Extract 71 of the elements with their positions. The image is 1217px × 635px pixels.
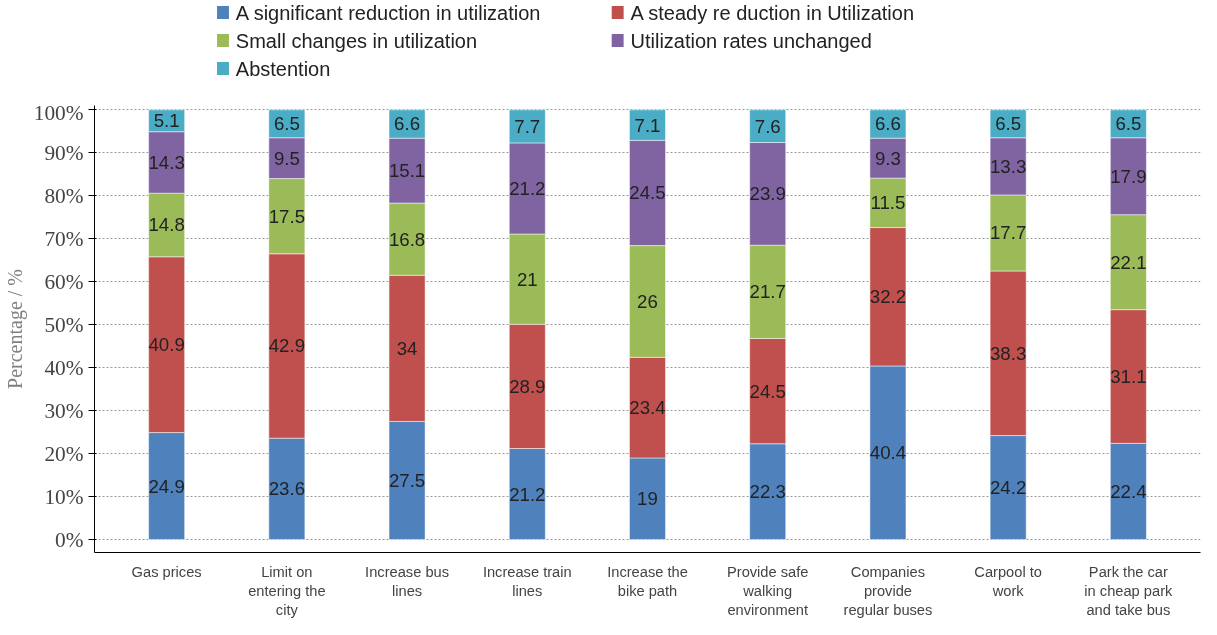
y-tick-label: 40% bbox=[44, 355, 84, 380]
data-label: 17.7 bbox=[990, 222, 1027, 244]
data-label: 24.2 bbox=[990, 477, 1027, 499]
y-tick-label: 30% bbox=[44, 398, 84, 423]
data-label: 34 bbox=[396, 337, 418, 359]
x-tick-label: Gas prices bbox=[131, 563, 202, 580]
data-label: 19 bbox=[637, 488, 658, 510]
data-label: 7.7 bbox=[514, 115, 541, 137]
data-label: 24.5 bbox=[749, 380, 786, 402]
data-label: 24.9 bbox=[148, 475, 185, 497]
data-label: 9.3 bbox=[874, 147, 901, 169]
data-label: 6.6 bbox=[874, 113, 901, 135]
data-label: 7.6 bbox=[754, 115, 781, 137]
y-tick-label: 50% bbox=[44, 312, 84, 337]
x-tick-label: Increase train lines bbox=[482, 563, 572, 599]
x-tick-label: Park the car in cheap park and take bus bbox=[1084, 563, 1174, 618]
legend-label: A significant reduction in utilization bbox=[235, 1, 541, 24]
data-label: 13.3 bbox=[990, 155, 1027, 177]
data-label: 21.2 bbox=[509, 483, 546, 505]
data-label: 21.2 bbox=[509, 177, 546, 199]
data-label: 9.5 bbox=[273, 147, 300, 169]
data-label: 6.5 bbox=[273, 113, 300, 135]
data-label: 23.6 bbox=[268, 478, 306, 500]
data-label: 22.1 bbox=[1110, 251, 1147, 273]
y-tick-label: 90% bbox=[44, 140, 84, 165]
data-label: 7.1 bbox=[634, 114, 661, 136]
data-label: 27.5 bbox=[388, 470, 426, 492]
data-label: 24.5 bbox=[629, 182, 666, 204]
y-tick-label: 70% bbox=[44, 226, 84, 251]
data-label: 28.9 bbox=[509, 375, 546, 397]
legend-label: Abstention bbox=[235, 57, 331, 80]
legend-label: Small changes in utilization bbox=[235, 29, 478, 52]
data-label: 14.8 bbox=[148, 214, 185, 236]
y-tick-label: 0% bbox=[55, 527, 84, 552]
data-label: 21 bbox=[516, 268, 538, 290]
data-label: 31.1 bbox=[1110, 365, 1147, 387]
y-axis-title: Percentage / % bbox=[3, 269, 27, 389]
data-label: 16.8 bbox=[388, 228, 426, 250]
data-label: 21.7 bbox=[749, 281, 786, 303]
y-tick-label: 10% bbox=[44, 484, 84, 509]
data-label: 6.5 bbox=[1115, 113, 1142, 135]
data-label: 22.4 bbox=[1110, 480, 1147, 502]
y-tick-label: 20% bbox=[44, 441, 84, 466]
data-label: 23.9 bbox=[749, 183, 786, 205]
data-label: 38.3 bbox=[990, 342, 1027, 364]
data-label: 17.5 bbox=[268, 205, 306, 227]
data-label: 23.4 bbox=[629, 397, 666, 419]
data-label: 22.3 bbox=[749, 481, 786, 503]
x-tick-label: Provide safe walking environment bbox=[726, 563, 809, 618]
data-label: 5.1 bbox=[153, 110, 180, 132]
y-tick-label: 60% bbox=[44, 269, 84, 294]
data-label: 11.5 bbox=[870, 192, 906, 214]
data-label: 42.9 bbox=[268, 335, 306, 357]
data-label: 6.5 bbox=[995, 113, 1022, 135]
legend-label: A steady re duction in Utilization bbox=[630, 1, 915, 24]
data-label: 26 bbox=[637, 290, 658, 312]
data-label: 17.9 bbox=[1110, 165, 1147, 187]
data-label: 14.3 bbox=[148, 151, 185, 173]
x-tick-label: Increase the bike path bbox=[607, 563, 688, 599]
x-tick-label: Carpool to work bbox=[974, 563, 1042, 599]
data-label: 6.6 bbox=[394, 113, 421, 135]
data-label: 32.2 bbox=[869, 286, 907, 308]
x-tick-label: Increase bus lines bbox=[365, 563, 450, 599]
data-label: 40.9 bbox=[148, 334, 185, 356]
data-label: 40.4 bbox=[869, 442, 907, 464]
y-tick-label: 80% bbox=[44, 183, 84, 208]
x-tick-label: Companies provide regular buses bbox=[843, 563, 933, 618]
legend-label: Utilization rates unchanged bbox=[630, 29, 872, 52]
x-tick-label: Limit on entering the city bbox=[248, 563, 326, 618]
data-label: 15.1 bbox=[388, 160, 426, 182]
y-tick-label: 100% bbox=[33, 100, 84, 125]
